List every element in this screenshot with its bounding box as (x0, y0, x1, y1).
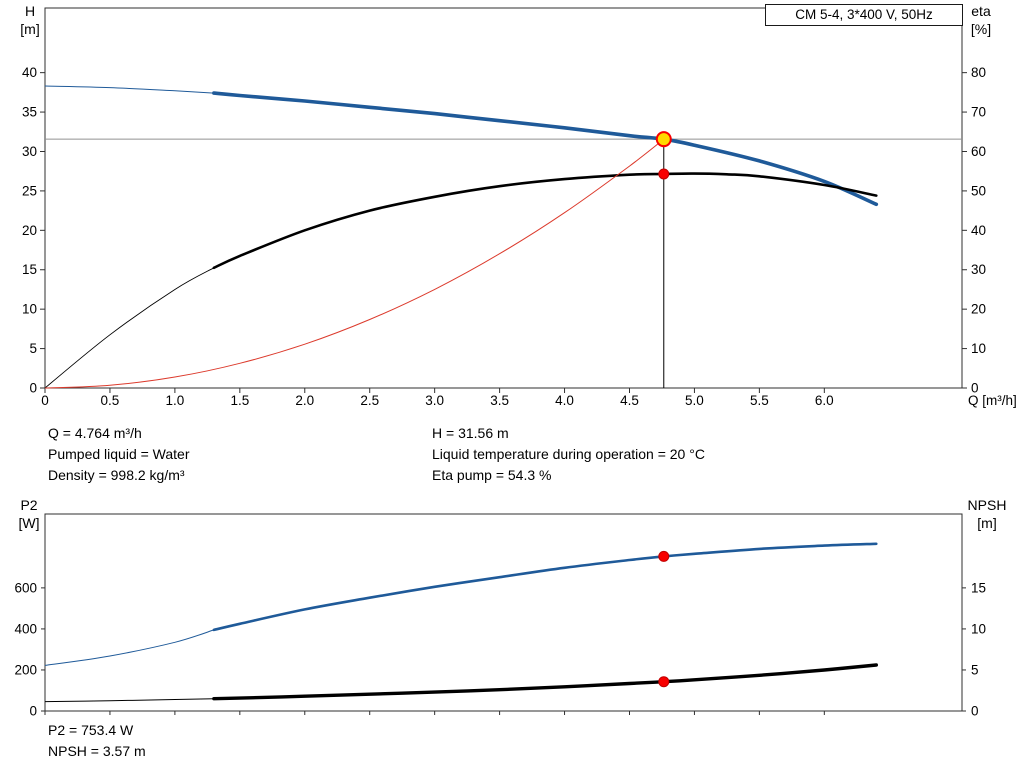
right-axis-unit: [m] (977, 515, 996, 531)
efficiency-point (658, 168, 670, 180)
x-tick-label: 3.5 (490, 393, 509, 408)
p2-npsh-chart: 0 200 400 600 0 5 10 15 P2 [W] NPSH [m] (14, 497, 1007, 719)
x-tick-label: 2.5 (360, 393, 379, 408)
x-tick-label: 1.5 (230, 393, 249, 408)
right-tick-label: 0 (971, 704, 979, 719)
left-tick-label: 35 (22, 105, 37, 120)
left-axis-name: H (25, 3, 35, 19)
duty-annotations-bottom: P2 = 753.4 W NPSH = 3.57 m (48, 720, 146, 762)
npsh-curve-thin (44, 698, 214, 703)
head-curve-thin (44, 85, 214, 94)
left-axis-name: P2 (20, 497, 37, 513)
npsh-value: NPSH = 3.57 m (48, 743, 146, 759)
left-tick-label: 0 (29, 381, 37, 396)
x-tick-label: 4.0 (555, 393, 574, 408)
density-value: Density = 998.2 kg/m³ (48, 467, 185, 483)
npsh-curve (212, 663, 878, 701)
right-tick-label: 80 (971, 65, 986, 80)
npsh-point (658, 676, 670, 688)
left-tick-label: 0 (29, 704, 37, 719)
x-tick-label: 0 (41, 393, 49, 408)
right-tick-label: 20 (971, 302, 986, 317)
left-axis-unit: [m] (20, 21, 39, 37)
right-tick-label: 0 (971, 381, 979, 396)
left-tick-label: 40 (22, 65, 37, 80)
right-axis-name: NPSH (968, 497, 1007, 513)
p2-value: P2 = 753.4 W (48, 722, 134, 738)
x-tick-label: 0.5 (101, 393, 120, 408)
system-curve (44, 138, 665, 389)
eta-pump-value: Eta pump = 54.3 % (432, 467, 552, 483)
right-tick-label: 10 (971, 621, 986, 636)
right-tick-label: 70 (971, 105, 986, 120)
x-tick-label: 5.0 (685, 393, 704, 408)
efficiency-curve-thin (44, 267, 215, 389)
left-tick-label: 600 (14, 580, 37, 595)
duty-point (655, 131, 672, 148)
x-axis-label: Q [m³/h] (968, 393, 1017, 408)
plot-frame (44, 513, 963, 712)
right-axis-unit: [%] (971, 21, 991, 37)
right-axis-name: eta (971, 3, 991, 19)
head-curve (212, 91, 879, 207)
x-tick-label: 1.0 (165, 393, 184, 408)
right-tick-label: 10 (971, 341, 986, 356)
flow-value: Q = 4.764 m³/h (48, 425, 142, 441)
right-tick-label: 40 (971, 223, 986, 238)
right-tick-label: 60 (971, 144, 986, 159)
duty-annotations-left: Q = 4.764 m³/h Pumped liquid = Water Den… (48, 423, 190, 486)
x-tick-label: 6.0 (815, 393, 834, 408)
left-tick-label: 10 (22, 302, 37, 317)
left-tick-label: 15 (22, 262, 37, 277)
hq-eta-chart: 0 0.5 1.0 1.5 2.0 2.5 3.0 3.5 4.0 4.5 5.0 5.5 6.0 0 5 1… (20, 3, 1017, 408)
left-tick-label: 25 (22, 183, 37, 198)
liquid-temperature-value: Liquid temperature during operation = 20… (432, 446, 705, 462)
plot-frame (44, 7, 963, 389)
left-tick-label: 30 (22, 144, 37, 159)
left-axis-unit: [W] (19, 515, 40, 531)
right-tick-label: 5 (971, 662, 979, 677)
pump-title-box: CM 5-4, 3*400 V, 50Hz (765, 4, 963, 26)
left-tick-label: 200 (14, 662, 37, 677)
p2-curve (212, 542, 878, 632)
duty-annotations-right: H = 31.56 m Liquid temperature during op… (432, 423, 705, 486)
x-tick-label: 4.5 (620, 393, 639, 408)
x-tick-label: 5.5 (750, 393, 769, 408)
x-tick-label: 2.0 (295, 393, 314, 408)
head-value: H = 31.56 m (432, 425, 509, 441)
right-tick-label: 15 (971, 580, 986, 595)
left-tick-label: 20 (22, 223, 37, 238)
p2-point (658, 550, 670, 562)
left-tick-label: 400 (14, 621, 37, 636)
pumped-liquid-value: Pumped liquid = Water (48, 446, 190, 462)
p2-curve-thin (44, 629, 215, 666)
left-tick-label: 5 (29, 341, 37, 356)
efficiency-curve (212, 172, 878, 270)
x-tick-label: 3.0 (425, 393, 444, 408)
right-tick-label: 50 (971, 183, 986, 198)
right-tick-label: 30 (971, 262, 986, 277)
